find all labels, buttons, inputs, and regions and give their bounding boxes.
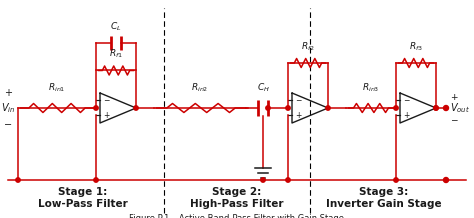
- Circle shape: [434, 106, 438, 110]
- Text: Inverter Gain Stage: Inverter Gain Stage: [326, 199, 442, 209]
- Text: Low-Pass Filter: Low-Pass Filter: [38, 199, 128, 209]
- Text: Stage 1:: Stage 1:: [58, 187, 108, 197]
- Text: Stage 2:: Stage 2:: [212, 187, 262, 197]
- Text: High-Pass Filter: High-Pass Filter: [190, 199, 284, 209]
- Text: +: +: [295, 111, 301, 120]
- Circle shape: [326, 106, 330, 110]
- Text: $V_{in}$: $V_{in}$: [1, 101, 15, 115]
- Text: −: −: [4, 120, 12, 130]
- Circle shape: [286, 106, 290, 110]
- Circle shape: [394, 106, 398, 110]
- Text: +: +: [450, 94, 457, 102]
- Circle shape: [261, 178, 265, 182]
- Circle shape: [266, 106, 270, 110]
- Circle shape: [134, 106, 138, 110]
- Text: $R_{f3}$: $R_{f3}$: [409, 41, 423, 53]
- Circle shape: [94, 106, 98, 110]
- Circle shape: [16, 178, 20, 182]
- Text: −: −: [450, 116, 457, 124]
- Text: $R_{in1}$: $R_{in1}$: [48, 82, 66, 94]
- Text: Figure P.1 – Active Band-Pass Filter with Gain Stage: Figure P.1 – Active Band-Pass Filter wit…: [129, 214, 345, 218]
- Text: −: −: [403, 96, 410, 105]
- Text: $R_{in2}$: $R_{in2}$: [191, 82, 209, 94]
- Text: $R_{f2}$: $R_{f2}$: [301, 41, 315, 53]
- Circle shape: [434, 106, 438, 110]
- Text: +: +: [4, 88, 12, 98]
- Circle shape: [286, 178, 290, 182]
- Text: −: −: [103, 96, 109, 105]
- Text: $R_{in3}$: $R_{in3}$: [362, 82, 380, 94]
- Circle shape: [394, 178, 398, 182]
- Text: $R_{f1}$: $R_{f1}$: [109, 48, 123, 61]
- Text: $C_L$: $C_L$: [110, 20, 122, 33]
- Text: +: +: [403, 111, 410, 120]
- Text: +: +: [103, 111, 109, 120]
- Circle shape: [94, 178, 98, 182]
- Text: $V_{out}$: $V_{out}$: [450, 101, 470, 115]
- Circle shape: [444, 177, 448, 182]
- Circle shape: [444, 106, 448, 111]
- Text: $C_H$: $C_H$: [256, 82, 269, 94]
- Text: Stage 3:: Stage 3:: [359, 187, 409, 197]
- Text: −: −: [295, 96, 301, 105]
